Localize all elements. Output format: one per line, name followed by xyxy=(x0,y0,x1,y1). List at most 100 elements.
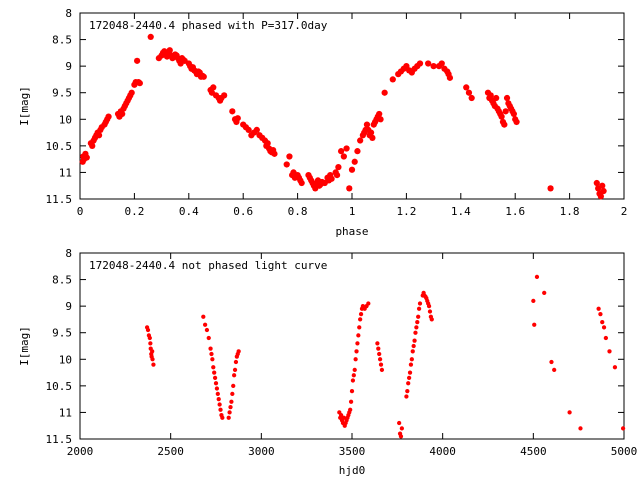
y-tick-label: 11 xyxy=(59,166,72,179)
data-point xyxy=(358,311,364,317)
x-tick-label: 1.6 xyxy=(505,205,525,218)
data-point xyxy=(133,57,141,64)
data-point xyxy=(354,349,359,354)
data-point xyxy=(425,60,432,67)
x-tick-label: 4500 xyxy=(520,445,547,458)
data-point xyxy=(83,154,90,161)
data-point xyxy=(348,166,356,173)
y-tick-label: 8.5 xyxy=(52,34,72,47)
x-axis-label: phase xyxy=(335,225,368,238)
data-point xyxy=(593,179,600,187)
unphased-light-curve-panel: 2000 2500 3000 3500 4000 4500 5000 8 8.5 9 9.5 10 1… xyxy=(18,247,637,477)
data-point xyxy=(600,187,607,195)
data-point xyxy=(493,94,500,102)
data-point xyxy=(231,383,236,388)
data-point xyxy=(212,370,217,375)
data-point xyxy=(217,402,222,407)
data-point xyxy=(226,415,231,420)
data-point xyxy=(430,63,437,70)
data-point xyxy=(446,74,454,81)
axis-ticks xyxy=(79,12,625,200)
data-point xyxy=(227,410,232,415)
y-tick-label: 9 xyxy=(65,60,72,73)
data-point xyxy=(502,108,509,115)
data-point xyxy=(147,335,152,341)
data-point xyxy=(513,118,520,126)
data-point xyxy=(236,349,241,354)
data-point xyxy=(150,357,155,362)
data-point xyxy=(232,367,238,373)
data-point xyxy=(412,338,417,343)
data-point xyxy=(620,426,626,431)
data-point xyxy=(363,121,371,128)
data-point xyxy=(408,362,414,367)
data-point xyxy=(229,108,236,115)
data-point xyxy=(375,341,380,346)
data-point xyxy=(148,341,153,346)
data-point xyxy=(218,407,223,412)
data-point xyxy=(264,140,271,147)
y-tick-label: 10.5 xyxy=(46,140,73,153)
x-tick-labels: 0 0.2 0.4 0.6 0.8 1 1.2 1.4 1.6 1.8 2 xyxy=(77,205,628,218)
data-point xyxy=(376,346,381,351)
data-point xyxy=(598,311,603,317)
data-point xyxy=(128,89,135,96)
data-point xyxy=(245,126,252,134)
y-tick-label: 10 xyxy=(59,113,72,126)
data-point xyxy=(398,434,404,439)
data-points xyxy=(144,274,626,439)
data-point xyxy=(355,341,360,346)
data-point xyxy=(348,399,354,404)
data-point xyxy=(369,134,376,142)
data-point xyxy=(377,351,382,357)
y-tick-labels: 8 8.5 9 9.5 10 10.5 11 11.5 xyxy=(46,7,73,206)
y-tick-label: 8.5 xyxy=(52,274,72,287)
y-tick-label: 10 xyxy=(59,353,72,366)
data-point xyxy=(151,362,156,367)
data-point xyxy=(406,381,411,386)
data-point xyxy=(417,301,423,306)
x-tick-label: 4000 xyxy=(429,445,456,458)
y-tick-labels: 8 8.5 9 9.5 10 10.5 11 11.5 xyxy=(46,247,73,446)
data-point xyxy=(406,375,412,381)
data-point xyxy=(353,357,358,362)
data-point xyxy=(409,357,414,362)
data-point xyxy=(389,76,396,83)
chart-title: 172048-2440.4 not phased light curve xyxy=(89,259,327,272)
data-point xyxy=(337,148,345,155)
data-point xyxy=(438,60,445,67)
x-tick-label: 3000 xyxy=(248,445,275,458)
x-tick-label: 3500 xyxy=(339,445,366,458)
x-tick-label: 1.4 xyxy=(451,205,471,218)
data-point xyxy=(399,426,404,431)
data-point xyxy=(213,381,219,386)
y-tick-label: 9 xyxy=(65,300,72,313)
data-point xyxy=(145,327,151,333)
data-point xyxy=(350,378,356,383)
data-point xyxy=(498,113,505,120)
data-point xyxy=(200,73,207,80)
data-point xyxy=(232,373,237,378)
data-point xyxy=(354,148,361,155)
data-point xyxy=(413,330,418,335)
data-point xyxy=(487,92,494,99)
data-point xyxy=(547,185,554,192)
data-point xyxy=(351,158,358,165)
data-point xyxy=(228,404,233,410)
y-axis-label: I[mag] xyxy=(18,326,31,366)
x-tick-label: 2500 xyxy=(157,445,184,458)
data-point xyxy=(166,47,173,54)
phased-light-curve-panel: 0 0.2 0.4 0.6 0.8 1 1.2 1.4 1.6 1.8 2 8 8.5 9 9.5 10 10… xyxy=(18,7,627,238)
data-point xyxy=(351,373,356,378)
data-point xyxy=(210,84,217,91)
data-point xyxy=(233,359,239,365)
data-point xyxy=(358,317,363,322)
data-point xyxy=(221,92,228,99)
data-point xyxy=(603,335,608,341)
chart-title: 172048-2440.4 phased with P=317.0day xyxy=(89,19,328,32)
data-point xyxy=(404,394,409,399)
data-point xyxy=(286,153,293,160)
data-points xyxy=(79,33,607,200)
data-point xyxy=(209,351,214,357)
